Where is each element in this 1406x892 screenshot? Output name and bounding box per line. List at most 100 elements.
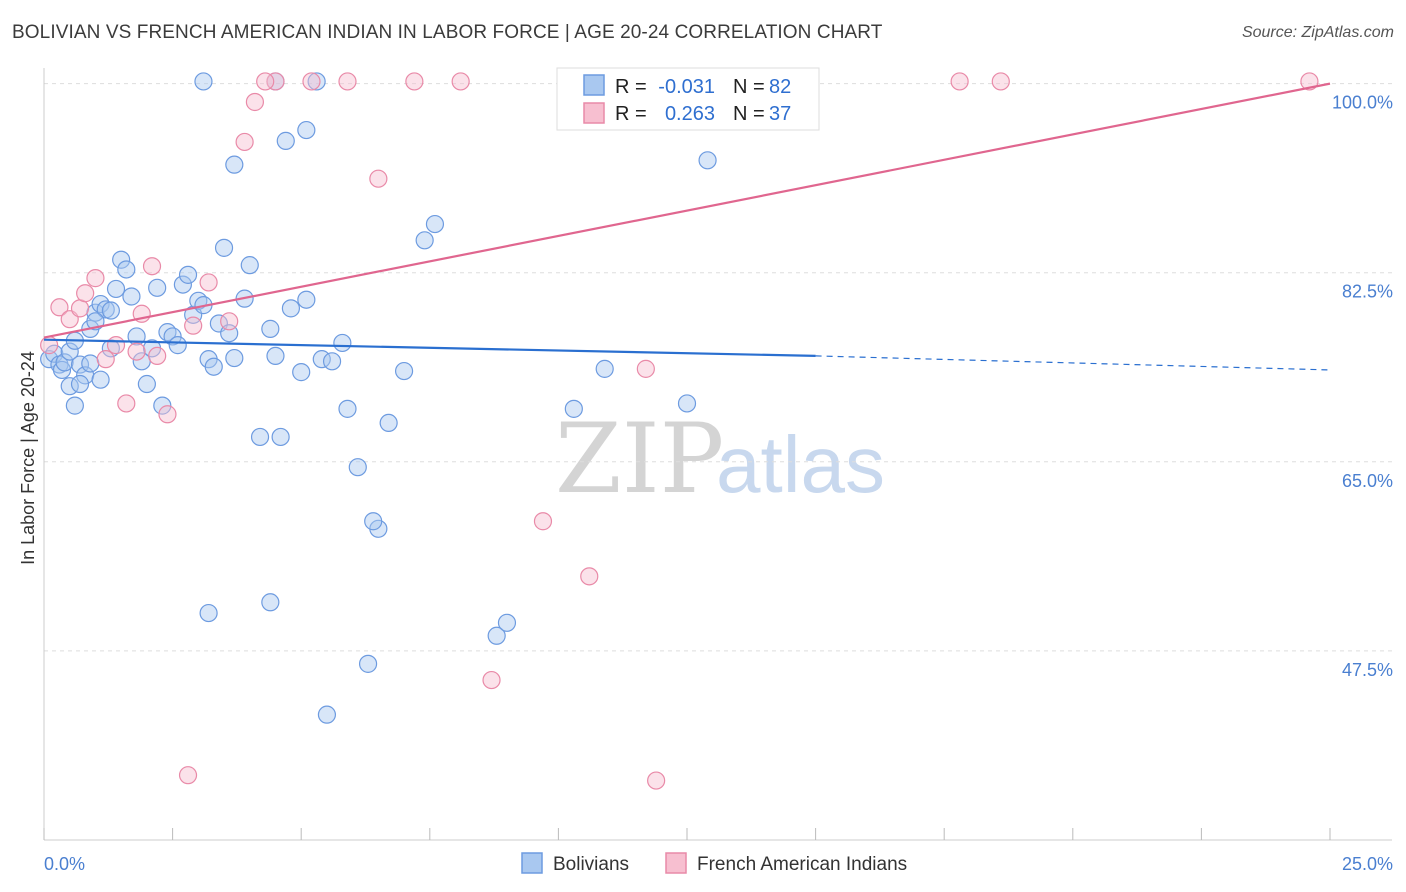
bolivian-point: [322, 352, 342, 371]
legend-n-value-pink: 37: [769, 103, 791, 125]
bolivian-point: [292, 363, 311, 382]
french-american-indian-point: [142, 257, 162, 276]
y-tick-labels: 47.5% 65.0% 82.5% 100.0%: [1332, 93, 1393, 680]
french-american-indian-point: [50, 298, 69, 317]
bolivian-point: [101, 339, 120, 358]
bolivian-point: [297, 120, 316, 140]
french-american-indian-point: [220, 312, 239, 331]
french-american-indian-point: [178, 766, 198, 785]
watermark-atlas: atlas: [716, 420, 885, 509]
bottom-legend-swatch-french: [665, 852, 687, 874]
legend-n-label-blue: N =: [733, 76, 765, 98]
bolivian-point: [137, 374, 156, 394]
bolivian-point: [225, 348, 244, 368]
bolivian-point: [117, 260, 136, 279]
bolivians-points: [40, 72, 717, 724]
french-american-indian-point: [533, 512, 553, 531]
x-tick-min: 0.0%: [44, 854, 85, 874]
french-american-indian-point: [148, 346, 167, 366]
bolivian-point: [81, 354, 100, 373]
bolivian-point: [307, 72, 326, 91]
watermark-zip: ZIP: [555, 403, 724, 515]
french-american-indian-point: [96, 350, 115, 369]
bolivian-point: [394, 361, 414, 381]
french-american-indian-point: [991, 72, 1010, 91]
bolivian-point: [595, 359, 614, 378]
bolivian-point: [225, 155, 244, 174]
bolivian-point: [60, 342, 79, 361]
bolivian-point: [178, 265, 198, 284]
bolivian-point: [214, 238, 234, 257]
bolivian-point: [122, 287, 141, 306]
bolivian-point: [250, 427, 270, 447]
french-american-indian-point: [266, 72, 285, 91]
axes: [43, 68, 1392, 841]
bolivian-point: [153, 396, 172, 415]
french-american-indian-point: [76, 284, 95, 303]
french-american-indian-point: [184, 316, 203, 335]
bottom-legend-label-bolivians: Bolivians: [553, 854, 629, 875]
french-american-indian-point: [106, 336, 126, 355]
french-american-indian-point: [235, 132, 254, 152]
french-american-indian-point: [636, 359, 655, 378]
grid-lines: [44, 83, 1392, 652]
french-american-indian-point: [580, 567, 599, 586]
bolivian-point: [199, 603, 218, 623]
french-american-indian-point: [950, 72, 969, 91]
bolivian-point: [65, 396, 84, 415]
french-american-indian-point: [158, 405, 177, 424]
bolivian-point: [70, 374, 90, 394]
bolivian-point: [112, 250, 131, 269]
french-american-indian-point: [1300, 72, 1319, 91]
bolivian-point: [276, 131, 295, 150]
bolivian-point: [497, 613, 517, 632]
bolivian-point: [425, 214, 445, 234]
bolivian-point: [333, 333, 352, 353]
x-tick-max: 25.0%: [1342, 854, 1393, 874]
bolivian-point: [101, 301, 120, 320]
french-american-indian-point: [86, 269, 105, 288]
bolivian-point: [338, 399, 357, 418]
bolivian-point: [55, 353, 74, 372]
y-axis-label: In Labor Force | Age 20-24: [18, 351, 38, 565]
bolivian-point: [317, 705, 337, 724]
bolivian-point: [379, 413, 398, 433]
bolivians-trend-line: [43, 338, 816, 358]
bolivian-point: [168, 336, 187, 355]
stats-legend: R = -0.031 N = 82 R = 0.263 N = 37: [556, 67, 820, 131]
bolivian-point: [40, 350, 59, 369]
bolivian-point: [698, 151, 717, 170]
bolivian-point: [266, 346, 285, 366]
bolivian-point: [91, 370, 110, 389]
french-american-indian-point: [199, 273, 218, 292]
french-american-indians-points: [40, 72, 1319, 790]
y-tick-label: 82.5%: [1342, 282, 1393, 302]
french-american-indian-point: [451, 72, 470, 91]
legend-r-value-pink: 0.263: [665, 103, 715, 125]
legend-r-label-blue: R =: [615, 76, 647, 98]
y-tick-label: 65.0%: [1342, 471, 1393, 491]
bolivian-point: [204, 357, 223, 376]
bolivian-point: [677, 394, 697, 413]
bottom-legend-swatch-bolivians: [521, 852, 543, 874]
bolivian-point: [91, 294, 110, 314]
bolivian-point: [194, 72, 213, 91]
bolivian-point: [261, 319, 280, 338]
bolivian-point: [148, 278, 167, 297]
french-american-indian-point: [405, 72, 424, 91]
bolivians-trend-extension: [815, 355, 1331, 371]
bottom-legend: Bolivians French American Indians: [521, 852, 907, 875]
legend-r-label-pink: R =: [615, 103, 647, 125]
bolivian-point: [271, 427, 290, 447]
french-american-indian-point: [127, 342, 146, 361]
bolivian-point: [487, 626, 506, 645]
bolivian-point: [173, 275, 192, 294]
bolivian-point: [564, 399, 583, 418]
legend-n-value-blue: 82: [769, 76, 791, 98]
french-american-indian-point: [70, 299, 90, 318]
legend-r-value-blue: -0.031: [658, 76, 715, 98]
french-american-indian-point: [482, 670, 501, 690]
bolivian-point: [281, 299, 301, 318]
bolivian-point: [297, 290, 316, 309]
